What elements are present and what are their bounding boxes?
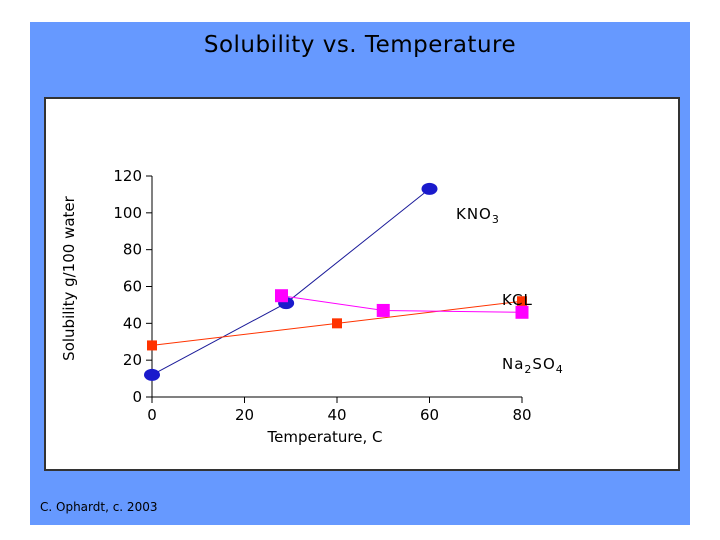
series-line-kno3 [151, 188, 430, 376]
slide-title: Solubility vs. Temperature [203, 32, 517, 58]
slide-background: Solubility vs. Temperature 0 20 40 60 80 100 1… [30, 22, 690, 525]
y-tick-label: 40 [123, 314, 142, 332]
footer-credit: C. Ophardt, c. 2003 [40, 500, 158, 514]
data-point-na2so4 [376, 303, 390, 317]
data-point-kcl [332, 318, 342, 329]
series-label-kcl: KCL [502, 291, 533, 309]
series-label-kno3: KNO3 [456, 205, 500, 226]
y-axis-title: Solubility g/100 water [60, 195, 78, 360]
chart-panel: 0 20 40 60 80 100 120 0 20 40 60 80 Temperature, C So… [44, 97, 680, 471]
data-point-kcl [517, 296, 527, 307]
series-label-na2so4: Na2SO4 [502, 355, 564, 376]
x-tick-label: 80 [512, 406, 531, 424]
data-point-kcl [147, 340, 157, 351]
x-tick-label: 20 [235, 406, 254, 424]
series-line-na2so4 [281, 295, 523, 313]
data-point-kno3 [421, 182, 438, 195]
x-tick-label: 40 [327, 406, 346, 424]
y-tick-label: 80 [123, 241, 142, 259]
x-tick-label: 0 [147, 406, 157, 424]
x-axis-title: Temperature, C [266, 428, 382, 446]
data-point-na2so4 [515, 305, 529, 319]
y-tick-label: 20 [123, 351, 142, 369]
data-point-kno3 [144, 368, 160, 381]
data-point-na2so4 [275, 289, 288, 303]
y-tick-label: 120 [113, 167, 142, 185]
y-tick-label: 100 [113, 204, 142, 222]
y-tick-label: 0 [132, 388, 142, 406]
y-tick-label: 60 [123, 278, 142, 296]
x-tick-label: 60 [420, 406, 439, 424]
solubility-chart: 0 20 40 60 80 100 120 0 20 40 60 80 Temperature, C So… [60, 167, 564, 446]
